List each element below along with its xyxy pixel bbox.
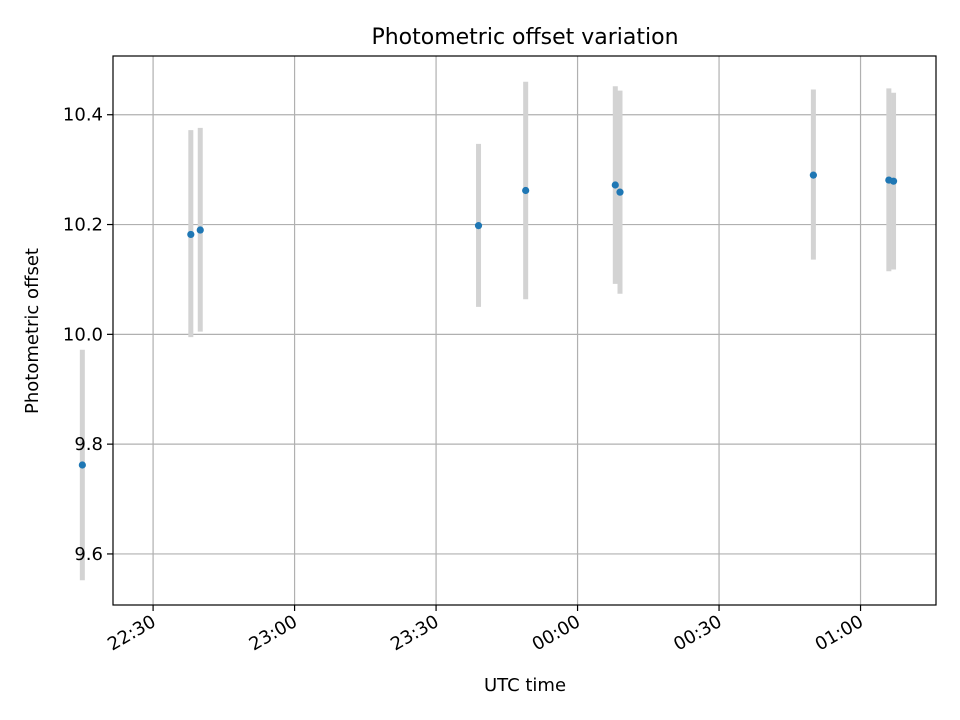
- x-tick-label: 01:00: [812, 611, 867, 655]
- plot-area-frame: [112, 55, 937, 606]
- data-point: [187, 230, 195, 239]
- x-axis-title: UTC time: [484, 675, 566, 696]
- y-tick-label: 9.8: [74, 434, 103, 455]
- data-point: [78, 461, 86, 469]
- data-point: [616, 188, 624, 196]
- y-axis-ticks: 9.6 9.8 10.0 10.2 10.4: [63, 105, 113, 565]
- x-tick-label: 22:30: [104, 611, 159, 655]
- x-axis-ticks: 22:30 23:00 23:30 00:00 00:30 01:00: [104, 605, 867, 655]
- data-points: [78, 171, 898, 469]
- x-tick-label: 00:00: [529, 611, 584, 655]
- y-tick-label: 10.0: [63, 324, 103, 345]
- y-axis-title: Photometric offset: [22, 248, 43, 414]
- error-bars: [79, 81, 897, 581]
- data-point: [611, 181, 619, 189]
- x-tick-label: 23:30: [387, 611, 442, 655]
- data-point: [522, 186, 530, 195]
- y-tick-label: 10.4: [63, 105, 103, 126]
- y-tick-label: 9.6: [74, 544, 103, 565]
- x-tick-label: 23:00: [246, 611, 301, 655]
- grid-lines: [113, 56, 936, 605]
- x-tick-label: 00:30: [670, 611, 725, 655]
- chart-title: Photometric offset variation: [371, 25, 678, 50]
- y-tick-label: 10.2: [63, 215, 103, 236]
- data-point: [474, 222, 483, 230]
- data-point: [809, 171, 817, 179]
- data-point: [889, 177, 898, 185]
- data-point: [196, 226, 204, 234]
